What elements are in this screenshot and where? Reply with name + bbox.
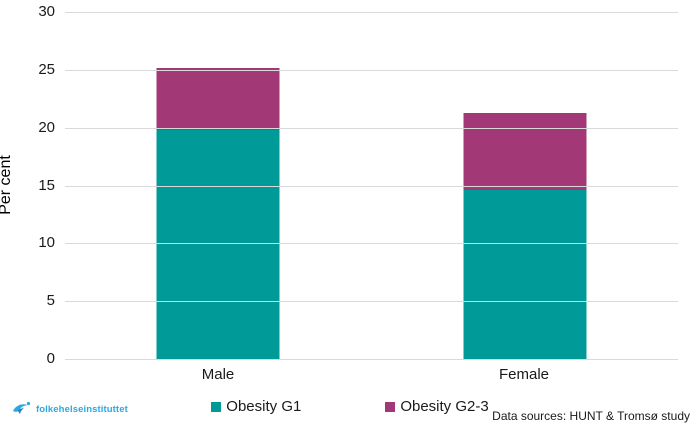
y-tick-label-25: 25 [38,60,55,78]
legend-item-obesity-g1: Obesity G1 [211,398,301,415]
y-tick-label-15: 15 [38,176,55,194]
gridline-30 [65,12,678,13]
legend-item-obesity-g2-3: Obesity G2-3 [385,398,489,415]
legend-label-obesity-g1: Obesity G1 [226,398,302,415]
gridline-15 [65,185,678,187]
bar-segment-female-obesity-g1 [463,190,587,359]
data-sources-note: Data sources: HUNT & Tromsø study [492,409,690,423]
bar-segment-female-obesity-g2-3 [463,112,587,191]
gridline-20 [65,127,678,129]
plot-area [65,12,678,360]
legend-label-obesity-g2-3: Obesity G2-3 [400,398,489,415]
bar-male [156,67,280,359]
bar-segment-male-obesity-g1 [156,129,280,359]
fhi-logo: folkehelseinstituttet [12,401,128,417]
y-tick-label-5: 5 [46,292,55,310]
gridline-25 [65,69,678,71]
legend: Obesity G1 Obesity G2-3 [0,398,700,415]
y-tick-label-10: 10 [38,234,55,252]
logo-text: folkehelseinstituttet [36,403,128,415]
y-tick-label-0: 0 [46,350,55,367]
y-tick-label-20: 20 [38,118,55,136]
x-tick-female: Female [498,366,550,383]
legend-swatch-obesity-g2-3 [385,401,396,412]
gridline-10 [65,243,678,245]
y-tick-label-30: 30 [38,3,55,20]
legend-swatch-obesity-g1 [211,401,222,412]
logo-bird-icon [12,401,32,417]
bar-female [463,112,587,359]
gridline-5 [65,301,678,303]
x-tick-male: Male [201,366,235,383]
bar-segment-male-obesity-g2-3 [156,67,280,130]
gridline-0 [65,359,678,360]
